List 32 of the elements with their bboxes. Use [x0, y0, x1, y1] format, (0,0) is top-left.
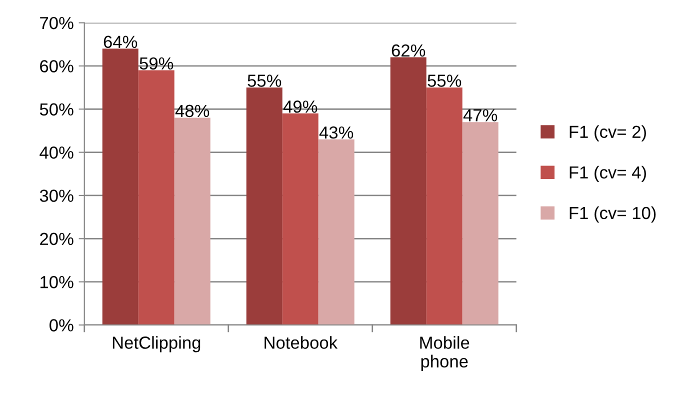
y-tick-label: 40%: [40, 146, 74, 159]
data-label: 64%: [104, 36, 138, 48]
legend-label: F1 (cv= 4): [570, 166, 646, 182]
data-label: 47%: [463, 109, 498, 122]
y-tick-label: 20%: [40, 232, 74, 246]
legend-label: F1 (cv= 10): [570, 206, 656, 223]
bar: [390, 57, 426, 325]
data-label: 55%: [428, 74, 462, 87]
y-tick-label: 60%: [40, 60, 74, 72]
data-label: 55%: [248, 74, 282, 87]
data-label: 48%: [175, 104, 210, 118]
y-tick-label: 0%: [50, 319, 74, 332]
x-tick-label: NetClipping: [112, 336, 200, 352]
y-tick-label: 30%: [40, 190, 74, 202]
y-tick-label: 50%: [40, 103, 74, 116]
x-tick-label: Mobile phone: [420, 336, 470, 371]
y-tick-label: 10%: [40, 276, 74, 288]
y-tick-label: 70%: [40, 16, 74, 30]
bar: [246, 88, 282, 325]
data-label: 43%: [319, 126, 354, 139]
bar: [102, 48, 138, 325]
bar: [462, 122, 498, 325]
legend-label: F1 (cv= 2): [570, 125, 646, 142]
bar: [282, 113, 318, 325]
data-label: 49%: [283, 100, 318, 113]
bar: [138, 70, 174, 325]
bar: [174, 118, 210, 325]
bar: [318, 139, 354, 325]
x-tick-label: Notebook: [264, 336, 338, 349]
data-label: 62%: [392, 44, 426, 57]
data-label: 59%: [140, 57, 174, 70]
bar: [426, 88, 462, 325]
